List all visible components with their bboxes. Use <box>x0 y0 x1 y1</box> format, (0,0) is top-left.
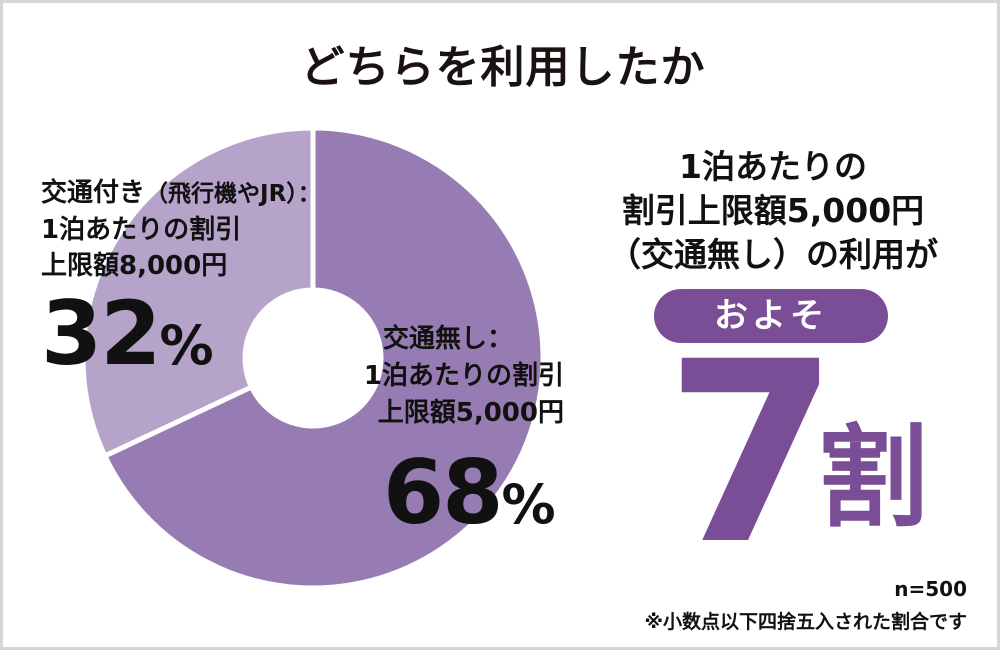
footnote: ※小数点以下四捨五入された割合です <box>644 611 967 633</box>
annotation-headline: 1泊あたりの 割引上限額5,000円 （交通無し）の利用が <box>563 145 983 277</box>
percent-number: 68 <box>383 441 503 544</box>
slice-no-transport <box>101 125 546 591</box>
slice-label-line-3: 上限額8,000円 <box>41 251 228 281</box>
slice-label-line-2: 1泊あたりの割引 <box>41 215 242 245</box>
slice-label-line-2: 1泊あたりの割引 <box>363 361 564 391</box>
chart-title: どちらを利用したか <box>300 42 706 93</box>
big-number: 7 <box>665 308 839 599</box>
slice-label-line-1: 交通付き <box>41 178 146 208</box>
headline-line-2: 割引上限額5,000円 <box>621 191 925 230</box>
slice-percent-no-transport: 68% <box>383 449 556 537</box>
slice-label-sub: （飛行機やJR）： <box>145 181 321 207</box>
slice-with-transport <box>80 125 316 460</box>
headline-line-3: （交通無し）の利用が <box>608 235 938 274</box>
slice-label-with-transport: 交通付き（飛行機やJR）： 1泊あたりの割引 上限額8,000円 32% <box>41 175 321 378</box>
percent-sign: % <box>159 314 214 377</box>
approx-pill: およそ <box>654 289 888 343</box>
percent-number: 32 <box>41 282 161 385</box>
big-unit: 割 <box>818 414 928 542</box>
donut-chart <box>80 125 546 591</box>
headline-line-1: 1泊あたりの <box>679 147 867 186</box>
percent-sign: % <box>501 473 556 536</box>
slice-percent-with-transport: 32% <box>41 290 321 378</box>
slice-label-no-transport: 交通無し： 1泊あたりの割引 上限額5,000円 <box>349 321 564 432</box>
slice-label-line-1: 交通無し： <box>383 324 514 354</box>
slice-label-line-3: 上限額5,000円 <box>377 398 564 428</box>
sample-size-note: n=500 <box>894 577 967 601</box>
